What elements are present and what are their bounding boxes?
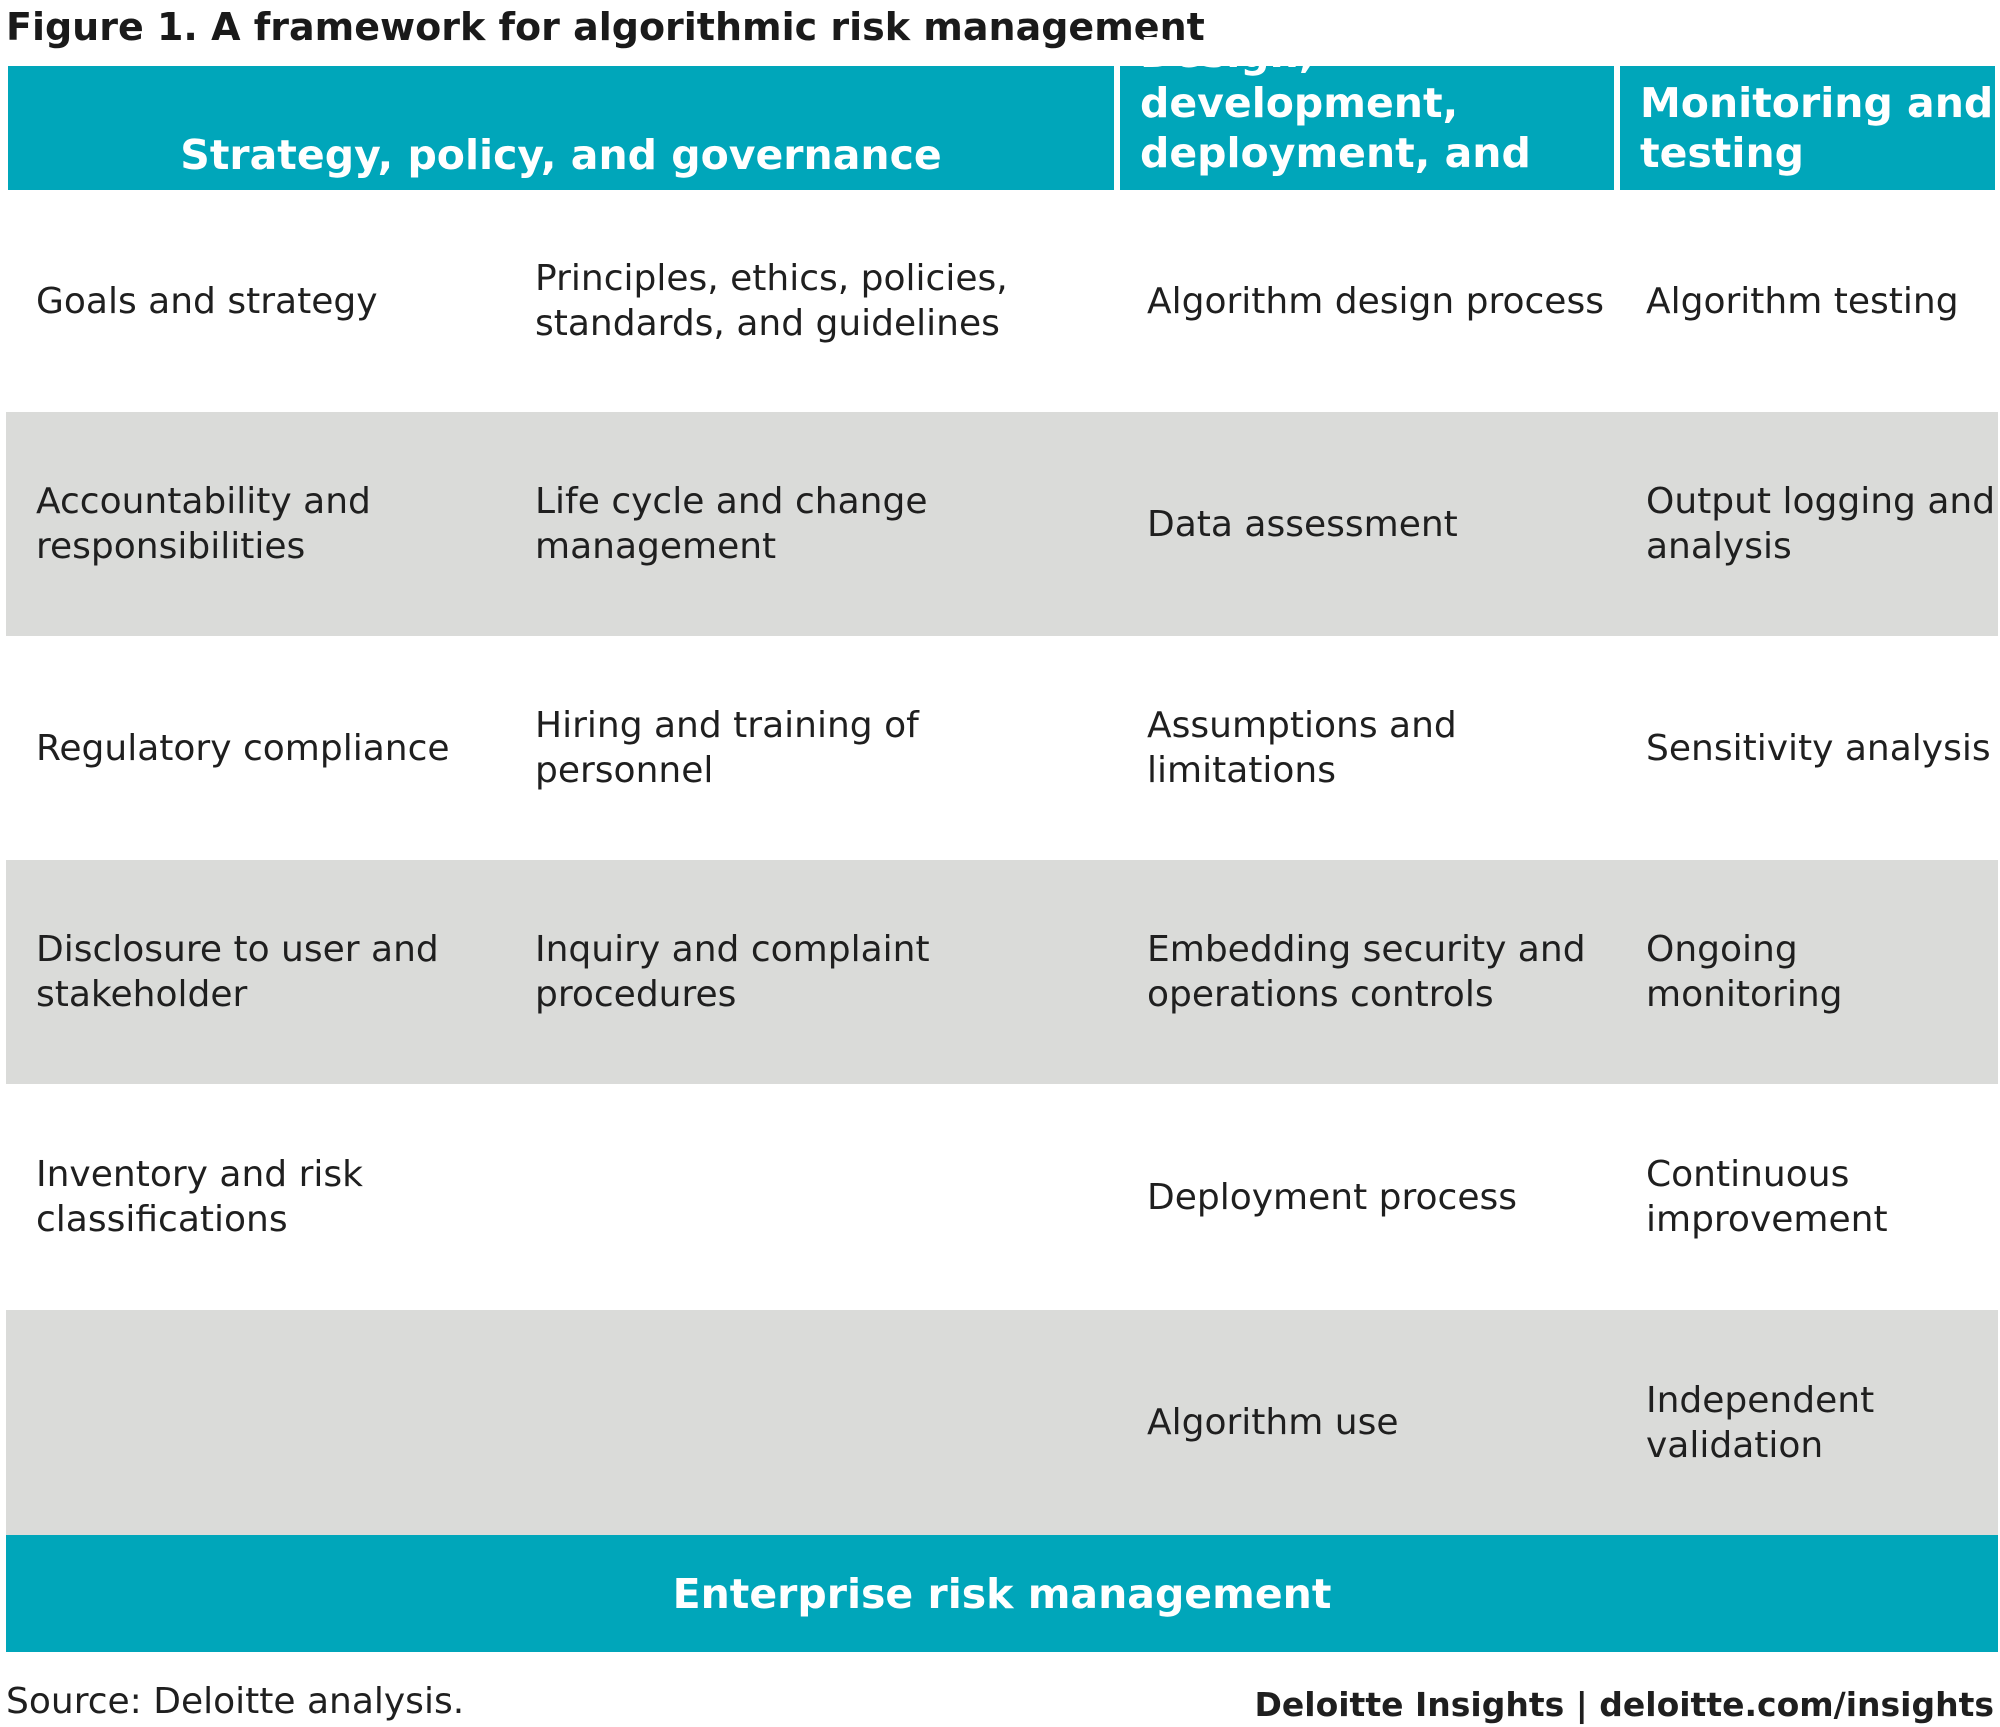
table-row: Accountability and responsibilities Life… [6, 412, 1998, 636]
header-monitoring: Monitoring and testing [1620, 66, 1995, 190]
cell-strategy-col1: Goals and strategy [36, 280, 378, 322]
cell-strategy-col2: Hiring and training of personnel [535, 705, 919, 791]
cell-strategy-col2 [535, 1084, 1095, 1310]
table-row: Algorithm use Independent validation [6, 1310, 1998, 1535]
header-design: Design, development, deployment, and use [1120, 29, 1614, 227]
header-strategy-label: Strategy, policy, and governance [180, 131, 942, 179]
header-strategy: Strategy, policy, and governance [8, 66, 1114, 190]
cell-monitoring: Sensitivity analysis [1646, 727, 1991, 769]
table-row: Inventory and risk classifications Deplo… [6, 1084, 1998, 1310]
cell-strategy-col2 [535, 1310, 1095, 1535]
cell-strategy-col2: Principles, ethics, policies, standards,… [535, 258, 1008, 344]
cell-strategy-col2: Inquiry and complaint procedures [535, 929, 930, 1015]
cell-monitoring: Independent validation [1646, 1379, 1875, 1466]
cell-monitoring: Output logging and analysis [1646, 481, 1996, 567]
cell-monitoring: Continuous improvement [1646, 1154, 1888, 1240]
cell-strategy-col1: Inventory and risk classifications [36, 1154, 363, 1240]
header-design-label: Design, development, deployment, and use [1140, 29, 1531, 227]
cell-strategy-col1: Regulatory compliance [36, 727, 450, 769]
figure-title: Figure 1. A framework for algorithmic ri… [6, 5, 1205, 49]
enterprise-risk-band: Enterprise risk management [6, 1535, 1998, 1652]
cell-strategy-col1: Disclosure to user and stakeholder [36, 929, 439, 1015]
header-monitoring-label: Monitoring and testing [1640, 79, 1994, 177]
cell-design: Deployment process [1147, 1176, 1517, 1218]
cell-monitoring: Algorithm testing [1646, 280, 1959, 322]
cell-design: Embedding security and operations contro… [1147, 929, 1586, 1015]
cell-strategy-col1 [36, 1310, 506, 1535]
cell-design: Algorithm use [1147, 1402, 1399, 1443]
brand-credit: Deloitte Insights | deloitte.com/insight… [1254, 1685, 1994, 1724]
table-row: Goals and strategy Principles, ethics, p… [6, 190, 1998, 412]
cell-strategy-col2: Life cycle and change management [535, 481, 928, 567]
cell-design: Data assessment [1147, 503, 1458, 545]
source-note: Source: Deloitte analysis. [6, 1681, 465, 1722]
table-row: Disclosure to user and stakeholder Inqui… [6, 860, 1998, 1084]
enterprise-risk-label: Enterprise risk management [672, 1569, 1332, 1618]
cell-design: Algorithm design process [1147, 280, 1604, 322]
cell-monitoring: Ongoing monitoring [1646, 929, 1843, 1015]
cell-design: Assumptions and limitations [1147, 705, 1457, 791]
table-row: Regulatory compliance Hiring and trainin… [6, 636, 1998, 860]
cell-strategy-col1: Accountability and responsibilities [36, 481, 371, 567]
